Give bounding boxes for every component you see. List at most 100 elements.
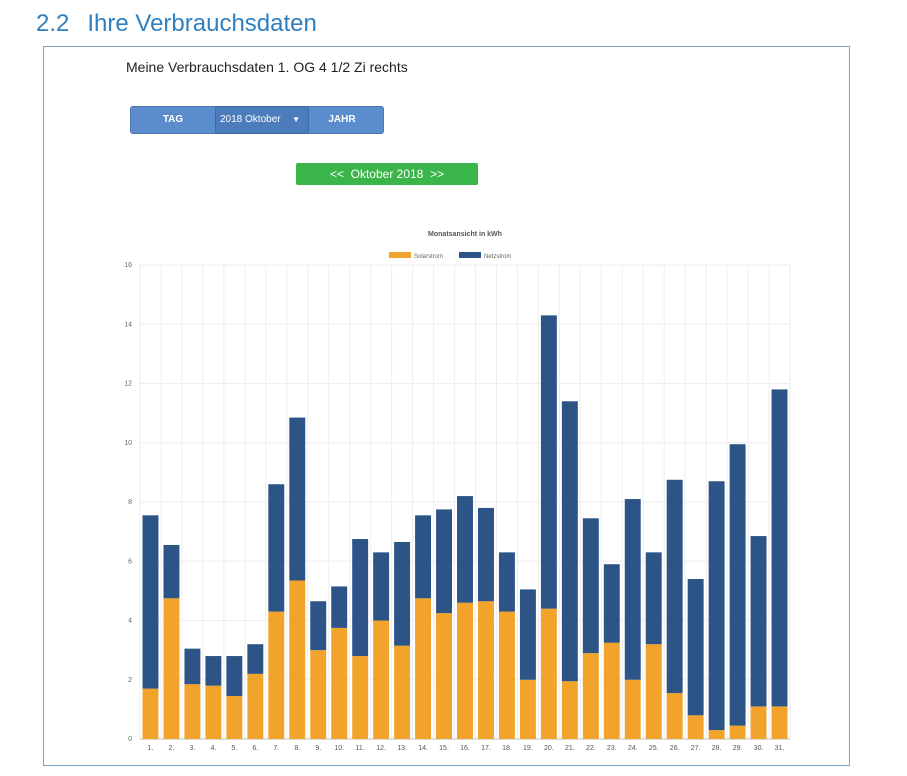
x-tick-label: 27.	[691, 745, 701, 752]
bar-solar-25	[645, 644, 662, 739]
bar-grid-3	[184, 648, 201, 685]
prev-month-button[interactable]: <<	[329, 167, 344, 181]
bar-solar-13	[394, 645, 411, 739]
month-navigator: << Oktober 2018 >>	[296, 163, 478, 185]
bar-grid-11	[352, 539, 369, 657]
bar-grid-12	[373, 552, 390, 621]
y-tick-label: 4	[128, 618, 132, 625]
x-tick-label: 29.	[733, 745, 743, 752]
month-select[interactable]: 2018 Oktober ▼	[215, 106, 309, 134]
legend-label-1: Netzstrom	[484, 254, 511, 260]
bar-grid-20	[540, 315, 557, 609]
bar-grid-16	[457, 496, 473, 603]
bar-solar-14	[415, 598, 432, 739]
x-tick-label: 7.	[273, 745, 279, 752]
bar-solar-27	[687, 715, 704, 739]
section-title: Ihre Verbrauchsdaten	[87, 10, 317, 37]
x-tick-label: 20.	[544, 745, 554, 752]
bar-grid-17	[478, 507, 494, 602]
chart-gridlines	[139, 264, 791, 740]
bar-grid-29	[729, 444, 746, 726]
bar-solar-16	[457, 602, 473, 739]
x-tick-label: 8.	[294, 745, 300, 752]
x-tick-label: 23.	[607, 745, 617, 752]
y-tick-label: 6	[128, 558, 132, 565]
bar-grid-22	[582, 518, 599, 654]
year-view-button[interactable]: JAHR	[328, 114, 356, 125]
bar-solar-4	[205, 685, 222, 739]
x-tick-label: 18.	[502, 745, 512, 752]
section-heading: 2.2 Ihre Verbrauchsdaten	[36, 10, 317, 38]
month-select-value: 2018 Oktober	[220, 114, 281, 125]
x-tick-label: 30.	[754, 745, 764, 752]
x-tick-label: 25.	[649, 745, 659, 752]
y-tick-label: 12	[124, 381, 132, 388]
x-tick-label: 10.	[334, 745, 344, 752]
x-tick-label: 19.	[523, 745, 533, 752]
bar-solar-11	[352, 656, 369, 739]
x-tick-label: 22.	[586, 745, 596, 752]
bar-grid-2	[163, 544, 180, 599]
bar-solar-10	[331, 627, 348, 739]
bar-grid-10	[331, 586, 348, 628]
day-view-button[interactable]: TAG	[162, 114, 184, 125]
x-tick-label: 21.	[565, 745, 575, 752]
bar-solar-7	[268, 611, 285, 739]
consumption-panel: Meine Verbrauchsdaten 1. OG 4 1/2 Zi rec…	[43, 46, 850, 766]
x-tick-label: 12.	[376, 745, 386, 752]
bar-solar-22	[582, 653, 599, 739]
bar-grid-27	[687, 579, 704, 716]
chart-bars	[142, 315, 788, 739]
bar-grid-1	[142, 515, 159, 689]
bar-solar-3	[184, 684, 201, 739]
bar-solar-6	[247, 673, 264, 739]
chevron-down-icon: ▼	[292, 115, 300, 124]
legend-swatch-1	[459, 252, 481, 258]
bar-grid-14	[415, 515, 432, 599]
chart-title: Monatsansicht in kWh	[428, 231, 502, 238]
bar-grid-6	[247, 644, 264, 674]
bar-grid-13	[394, 541, 411, 646]
bar-grid-15	[436, 509, 452, 614]
bar-solar-30	[750, 706, 767, 739]
bar-solar-18	[498, 611, 515, 739]
bar-solar-29	[729, 725, 746, 739]
bar-solar-19	[519, 679, 536, 739]
bar-solar-5	[226, 696, 243, 739]
bar-solar-31	[771, 706, 788, 739]
bar-solar-8	[289, 580, 306, 739]
x-tick-label: 24.	[628, 745, 638, 752]
y-tick-label: 16	[124, 262, 132, 269]
x-tick-label: 4.	[210, 745, 216, 752]
bar-grid-25	[645, 552, 662, 645]
y-axis: 0 2 4 6 8 10 12 14 16	[124, 262, 132, 743]
section-number: 2.2	[36, 10, 70, 37]
bar-solar-20	[540, 608, 557, 739]
bar-solar-17	[478, 601, 494, 739]
next-month-button[interactable]: >>	[430, 167, 445, 181]
x-tick-label: 2.	[169, 745, 175, 752]
bar-grid-26	[666, 479, 683, 694]
bar-grid-7	[268, 484, 285, 612]
bar-grid-5	[226, 656, 243, 697]
bar-grid-23	[603, 564, 620, 643]
bar-grid-9	[310, 601, 327, 651]
y-tick-label: 14	[124, 321, 132, 328]
bar-solar-23	[603, 642, 620, 739]
x-tick-label: 15.	[439, 745, 449, 752]
y-tick-label: 8	[128, 499, 132, 506]
bar-solar-1	[142, 688, 159, 739]
x-tick-label: 16.	[460, 745, 470, 752]
view-toolbar: TAG 2018 Oktober ▼ JAHR	[130, 106, 384, 134]
bar-solar-2	[163, 598, 180, 739]
x-tick-label: 6.	[252, 745, 258, 752]
bar-grid-24	[624, 499, 641, 680]
y-tick-label: 0	[128, 736, 132, 743]
bar-grid-21	[561, 401, 578, 682]
bar-solar-26	[666, 693, 683, 739]
bar-solar-12	[373, 620, 390, 739]
x-tick-label: 13.	[397, 745, 407, 752]
bar-grid-8	[289, 417, 306, 581]
bar-grid-30	[750, 536, 767, 707]
bar-solar-15	[436, 613, 452, 739]
